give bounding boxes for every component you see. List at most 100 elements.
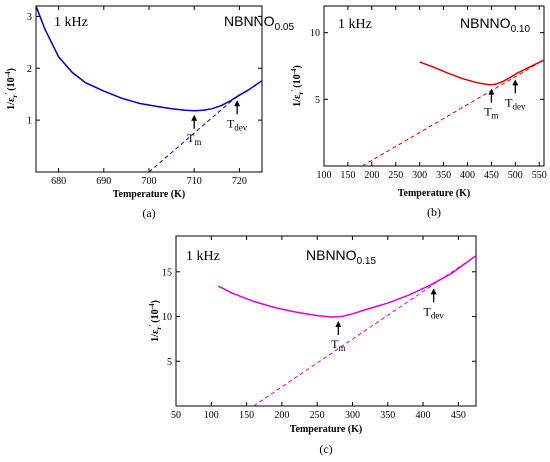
annotation-sub: dev (431, 310, 444, 320)
y-tick-label: 5 (315, 95, 320, 106)
x-axis-label: Temperature (K) (290, 424, 363, 435)
annotation-arrow-head (191, 114, 198, 121)
annotation-main: T (187, 131, 195, 145)
x-tick-label: 700 (142, 176, 157, 187)
x-tick-label: 150 (340, 170, 355, 181)
x-tick-label: 50 (171, 410, 181, 421)
chart-panel-b: 100 150 200 250 300 350 400 450 500 550 5 10 Tempera… (290, 5, 547, 219)
annotation-arrow-head (512, 79, 519, 86)
x-tick-label: 300 (345, 410, 360, 421)
composition-sub: 0.15 (357, 256, 377, 267)
annotation-label-m: Tm (331, 337, 345, 353)
x-tick-label: 200 (274, 410, 289, 421)
annotation-label-dev: Tdev (505, 95, 526, 111)
series-line (419, 59, 544, 86)
annotation-sub: m (194, 137, 201, 147)
composition-sub: 0.05 (275, 22, 295, 33)
x-tick-label: 450 (484, 170, 499, 181)
y-tick-label: 10 (162, 312, 172, 323)
x-tick-label: 450 (451, 410, 466, 421)
y-label-close: ) (6, 68, 17, 71)
chart-panel-c: 50 100 150 200 250 300 350 400 450 5 10 15 Temperatu… (148, 235, 477, 456)
x-tick-label: 680 (51, 176, 66, 187)
x-tick-label: 100 (317, 170, 332, 181)
annotation-sub: m (339, 343, 346, 353)
x-axis-label: Temperature (K) (113, 189, 186, 200)
plot-frame (35, 5, 263, 173)
annotation-label-dev: Tdev (227, 116, 248, 132)
y-axis-label: 1/εr' (10-4) (290, 65, 305, 107)
composition-main: NBNNO (224, 13, 275, 29)
chart-panel-a: 680 690 700 710 720 1 2 3 Temperature (K) 1/εr' (1… (4, 5, 294, 220)
y-label-unit: (10 (150, 309, 161, 322)
plot-frame (323, 5, 545, 167)
y-label-exp: -4 (290, 68, 298, 74)
x-tick-label: 720 (232, 176, 247, 187)
x-tick-label: 100 (204, 410, 219, 421)
x-axis-label: Temperature (K) (398, 188, 471, 199)
y-tick-label: 1 (27, 116, 32, 127)
series-line (36, 6, 262, 112)
x-tick-label: 250 (310, 410, 325, 421)
y-tick-label: 2 (27, 64, 32, 75)
panel-label: (b) (427, 205, 441, 219)
y-label-sup: ' (148, 325, 156, 327)
x-tick-label: 250 (388, 170, 403, 181)
annotation-main: T (505, 95, 513, 109)
annotation-main: T (423, 304, 431, 318)
x-tick-label: 150 (239, 410, 254, 421)
y-label-exp: -4 (148, 303, 156, 309)
x-tick-label: 350 (436, 170, 451, 181)
y-label-sub: r (155, 327, 163, 330)
annotation-main: T (331, 337, 339, 351)
frequency-label: 1 kHz (54, 15, 88, 30)
y-label-sub: r (11, 95, 19, 98)
y-tick-label: 3 (27, 12, 32, 23)
composition-main: NBNNO (306, 247, 357, 263)
y-label-main: 1/ε (6, 97, 17, 110)
x-tick-label: 550 (532, 170, 547, 181)
x-tick-label: 200 (364, 170, 379, 181)
annotation-label-dev: Tdev (423, 304, 444, 320)
x-tick-label: 710 (187, 176, 202, 187)
plot-frame (175, 235, 477, 407)
x-tick-label: 350 (380, 410, 395, 421)
composition-sub: 0.10 (511, 24, 531, 35)
y-label-sup: ' (290, 90, 298, 92)
series-dashed-fit-line (253, 255, 476, 406)
x-tick-label: 400 (460, 170, 475, 181)
annotation-main: T (484, 105, 492, 119)
annotation-label-m: Tm (484, 105, 498, 121)
annotation-sub: dev (512, 101, 525, 111)
y-label-close: ) (150, 300, 161, 303)
frequency-label: 1 kHz (338, 17, 372, 32)
y-axis-label: 1/εr' (10-4) (4, 68, 19, 110)
y-label-unit: (10 (292, 74, 303, 87)
annotation-label-m: Tm (187, 131, 201, 147)
x-tick-label: 500 (508, 170, 523, 181)
frequency-label: 1 kHz (186, 249, 220, 264)
series-dashed-fit-line (362, 59, 544, 166)
composition-label: NBNNO0.10 (460, 15, 530, 35)
annotation-sub: m (492, 111, 499, 121)
y-axis-label: 1/εr' (10-4) (148, 300, 163, 342)
annotation-arrow-head (234, 100, 241, 107)
y-label-unit: (10 (6, 77, 17, 90)
composition-label: NBNNO0.05 (224, 13, 294, 33)
series-line (218, 255, 476, 318)
annotation-main: T (227, 116, 235, 130)
panel-label: (c) (319, 442, 332, 456)
annotation-sub: dev (234, 122, 247, 132)
y-label-sub: r (297, 92, 305, 95)
annotation-arrow-head (430, 288, 437, 295)
y-tick-label: 5 (167, 357, 172, 368)
y-label-sup: ' (4, 93, 12, 95)
panel-label: (a) (142, 206, 155, 220)
annotation-arrow-head (488, 88, 495, 95)
y-tick-label: 15 (162, 267, 172, 278)
y-label-main: 1/ε (292, 94, 303, 107)
y-tick-label: 10 (310, 28, 320, 39)
y-label-close: ) (292, 65, 303, 68)
